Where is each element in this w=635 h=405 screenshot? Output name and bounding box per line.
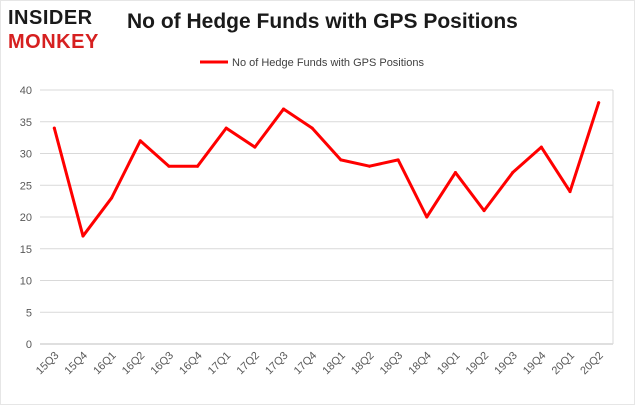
x-tick-label: 17Q1 [206, 350, 234, 378]
logo-line-1: INSIDER [8, 7, 93, 29]
y-tick-label: 20 [20, 212, 32, 224]
y-tick-label: 10 [20, 276, 32, 288]
data-point-16Q4 [196, 164, 200, 168]
y-tick-label: 30 [20, 149, 32, 161]
data-point-19Q1 [453, 171, 457, 175]
x-axis-ticks: 15Q3 15Q4 16Q1 16Q2 16Q3 16Q4 17Q1 17Q2 17Q3 17Q4… [34, 350, 606, 378]
y-tick-label: 25 [20, 180, 32, 192]
data-point-18Q2 [367, 164, 371, 168]
legend-label: No of Hedge Funds with GPS Positions [232, 57, 424, 69]
x-tick-label: 18Q4 [406, 350, 434, 378]
x-tick-label: 16Q1 [91, 350, 119, 378]
insider-monkey-logo: INSIDER MONKEY [8, 6, 116, 52]
data-point-15Q3 [52, 126, 56, 130]
y-tick-label: 15 [20, 244, 32, 256]
x-tick-label: 18Q1 [320, 350, 348, 378]
x-tick-label: 16Q3 [149, 350, 177, 378]
chart-title: No of Hedge Funds with GPS Positions [127, 10, 518, 33]
series-line [52, 101, 601, 238]
x-tick-label: 17Q4 [292, 350, 320, 378]
x-tick-label: 19Q2 [464, 350, 492, 378]
data-point-20Q1 [568, 190, 572, 194]
x-tick-label: 17Q3 [263, 350, 291, 378]
logo-line-2: MONKEY [8, 31, 99, 53]
data-point-17Q3 [282, 107, 286, 111]
data-point-17Q1 [224, 126, 228, 130]
x-tick-label: 15Q4 [63, 350, 91, 378]
data-point-17Q4 [310, 126, 314, 130]
x-tick-label: 20Q1 [550, 350, 578, 378]
data-point-18Q3 [396, 158, 400, 162]
x-tick-label: 18Q2 [349, 350, 377, 378]
x-tick-label: 17Q2 [234, 350, 262, 378]
data-point-16Q2 [138, 139, 142, 143]
data-point-15Q4 [81, 234, 85, 238]
x-tick-label: 19Q3 [492, 350, 520, 378]
legend: No of Hedge Funds with GPS Positions [200, 57, 424, 69]
x-tick-label: 15Q3 [34, 350, 62, 378]
data-point-19Q4 [539, 145, 543, 149]
data-point-18Q4 [425, 215, 429, 219]
x-tick-label: 18Q3 [378, 350, 406, 378]
data-point-16Q1 [110, 196, 114, 200]
data-point-19Q2 [482, 209, 486, 213]
y-tick-label: 5 [26, 307, 32, 319]
data-point-16Q3 [167, 164, 171, 168]
x-tick-label: 20Q2 [578, 350, 606, 378]
data-point-20Q2 [597, 101, 601, 105]
y-tick-label: 40 [20, 85, 32, 97]
x-tick-label: 16Q4 [177, 350, 205, 378]
y-tick-label: 0 [26, 339, 32, 351]
x-tick-label: 16Q2 [120, 350, 148, 378]
y-tick-label: 35 [20, 117, 32, 129]
gridlines [40, 89, 614, 345]
data-point-18Q1 [339, 158, 343, 162]
x-tick-label: 19Q4 [521, 350, 549, 378]
data-point-19Q3 [511, 171, 515, 175]
y-axis-ticks: 0 5 10 15 20 25 30 35 40 [20, 85, 32, 351]
series-layer [52, 101, 601, 238]
x-tick-label: 19Q1 [435, 350, 463, 378]
data-point-17Q2 [253, 145, 257, 149]
